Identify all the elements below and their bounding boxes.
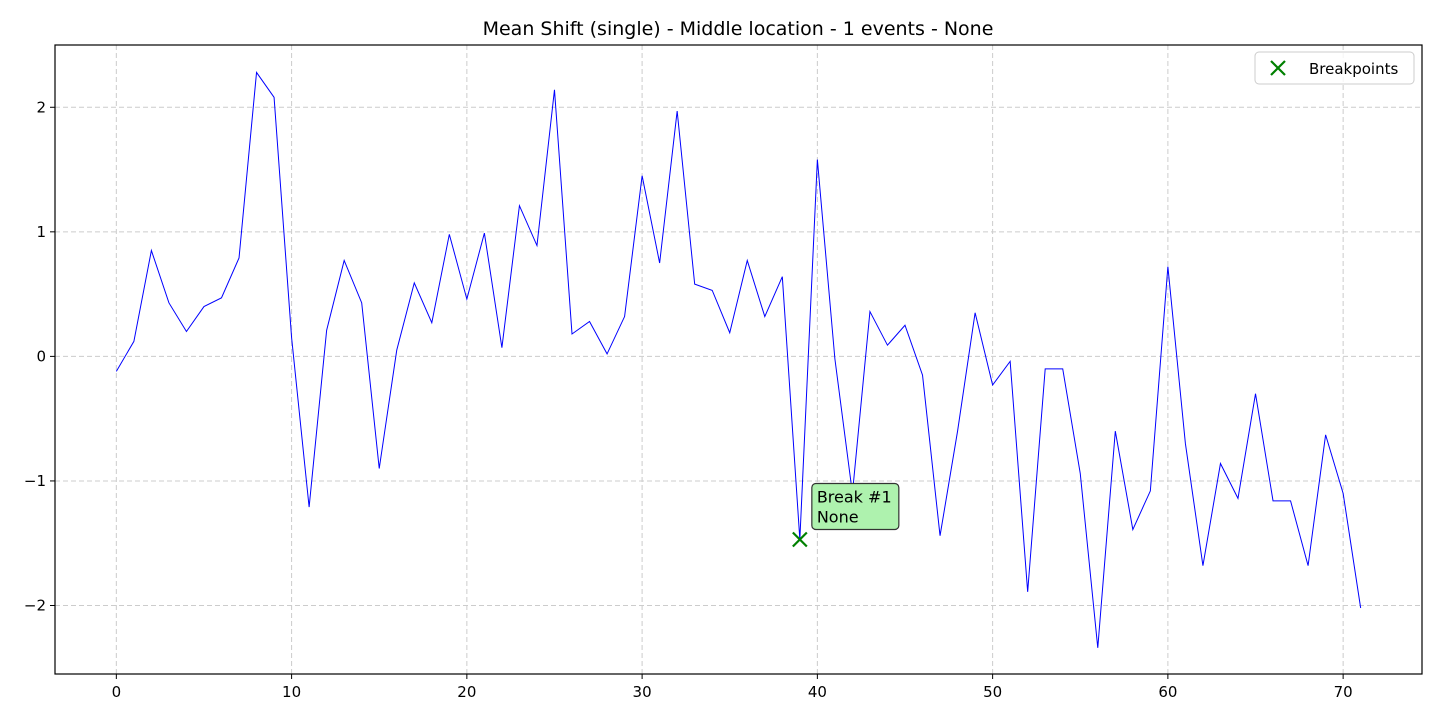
- y-tick-label: −1: [24, 472, 46, 490]
- chart-title: Mean Shift (single) - Middle location - …: [483, 18, 994, 40]
- breakpoint-annotation-detail: None: [817, 507, 859, 526]
- legend: Breakpoints: [1254, 51, 1415, 85]
- legend-label: Breakpoints: [1309, 60, 1398, 78]
- breakpoint-annotation-title: Break #1: [817, 487, 892, 506]
- grid-lines: [55, 45, 1422, 674]
- x-tick-label: 20: [457, 683, 476, 701]
- data-series: [115, 71, 1362, 648]
- x-tick-label: 70: [1334, 683, 1353, 701]
- x-axis-ticks: 0 10 20 30 40 50 60 70: [112, 674, 1353, 701]
- series-line: [115, 71, 1362, 648]
- legend-box: [1254, 51, 1415, 85]
- y-axis-ticks: 2 1 0 −1 −2: [24, 98, 55, 614]
- y-tick-label: 1: [36, 223, 46, 241]
- x-tick-label: 10: [282, 683, 301, 701]
- x-tick-label: 60: [1158, 683, 1177, 701]
- legend-marker-icon: [1270, 60, 1286, 76]
- y-tick-label: −2: [24, 596, 46, 614]
- plot-frame: [54, 44, 1423, 675]
- x-tick-label: 0: [112, 683, 122, 701]
- x-tick-label: 40: [808, 683, 827, 701]
- y-tick-label: 0: [36, 347, 46, 365]
- x-tick-label: 50: [983, 683, 1002, 701]
- breakpoint-markers: [792, 531, 808, 548]
- breakpoint-annotation-box: [811, 482, 900, 531]
- y-tick-label: 2: [36, 98, 46, 116]
- breakpoint-marker: [792, 531, 808, 548]
- x-tick-label: 30: [633, 683, 652, 701]
